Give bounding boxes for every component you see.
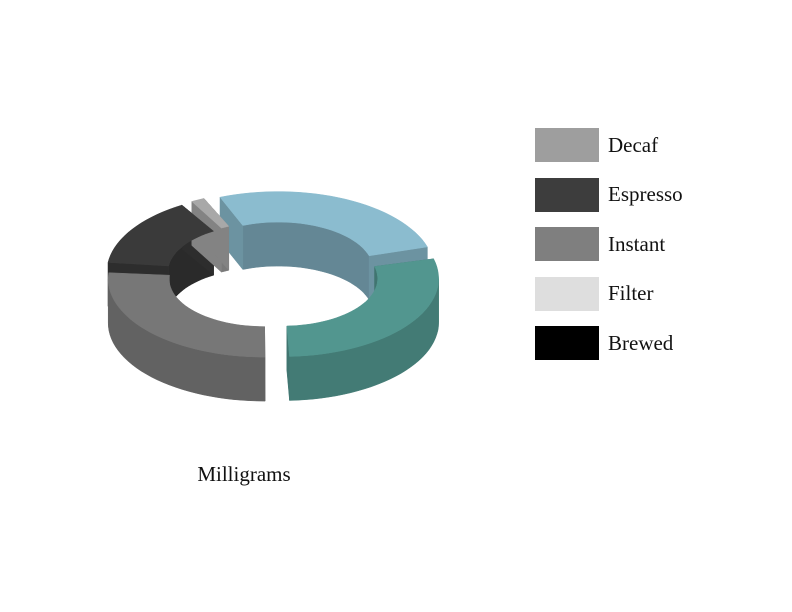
slice-top bbox=[107, 204, 215, 267]
legend-swatch bbox=[535, 128, 599, 162]
x-axis-label: Milligrams bbox=[197, 462, 291, 486]
legend-swatch bbox=[535, 227, 599, 262]
legend-item: Instant bbox=[535, 227, 683, 262]
legend-label: Brewed bbox=[608, 330, 674, 355]
slice-top bbox=[107, 272, 266, 358]
legend-swatch bbox=[535, 177, 599, 212]
legend-swatch bbox=[535, 326, 599, 361]
legend-item: Espresso bbox=[535, 177, 683, 212]
legend-label: Filter bbox=[608, 281, 654, 306]
legend-swatch bbox=[535, 276, 599, 311]
legend-item: Decaf bbox=[535, 128, 683, 162]
legend-label: Decaf bbox=[608, 132, 659, 157]
slice-top bbox=[191, 198, 230, 229]
slice-top bbox=[286, 258, 439, 357]
legend-label: Espresso bbox=[608, 182, 683, 207]
legend-label: Instant bbox=[608, 231, 666, 256]
legend-item: Brewed bbox=[535, 326, 683, 361]
legend-item: Filter bbox=[535, 276, 683, 311]
legend: Decaf Espresso Instant Filter Brewed bbox=[535, 128, 683, 376]
slice-top bbox=[219, 191, 428, 257]
